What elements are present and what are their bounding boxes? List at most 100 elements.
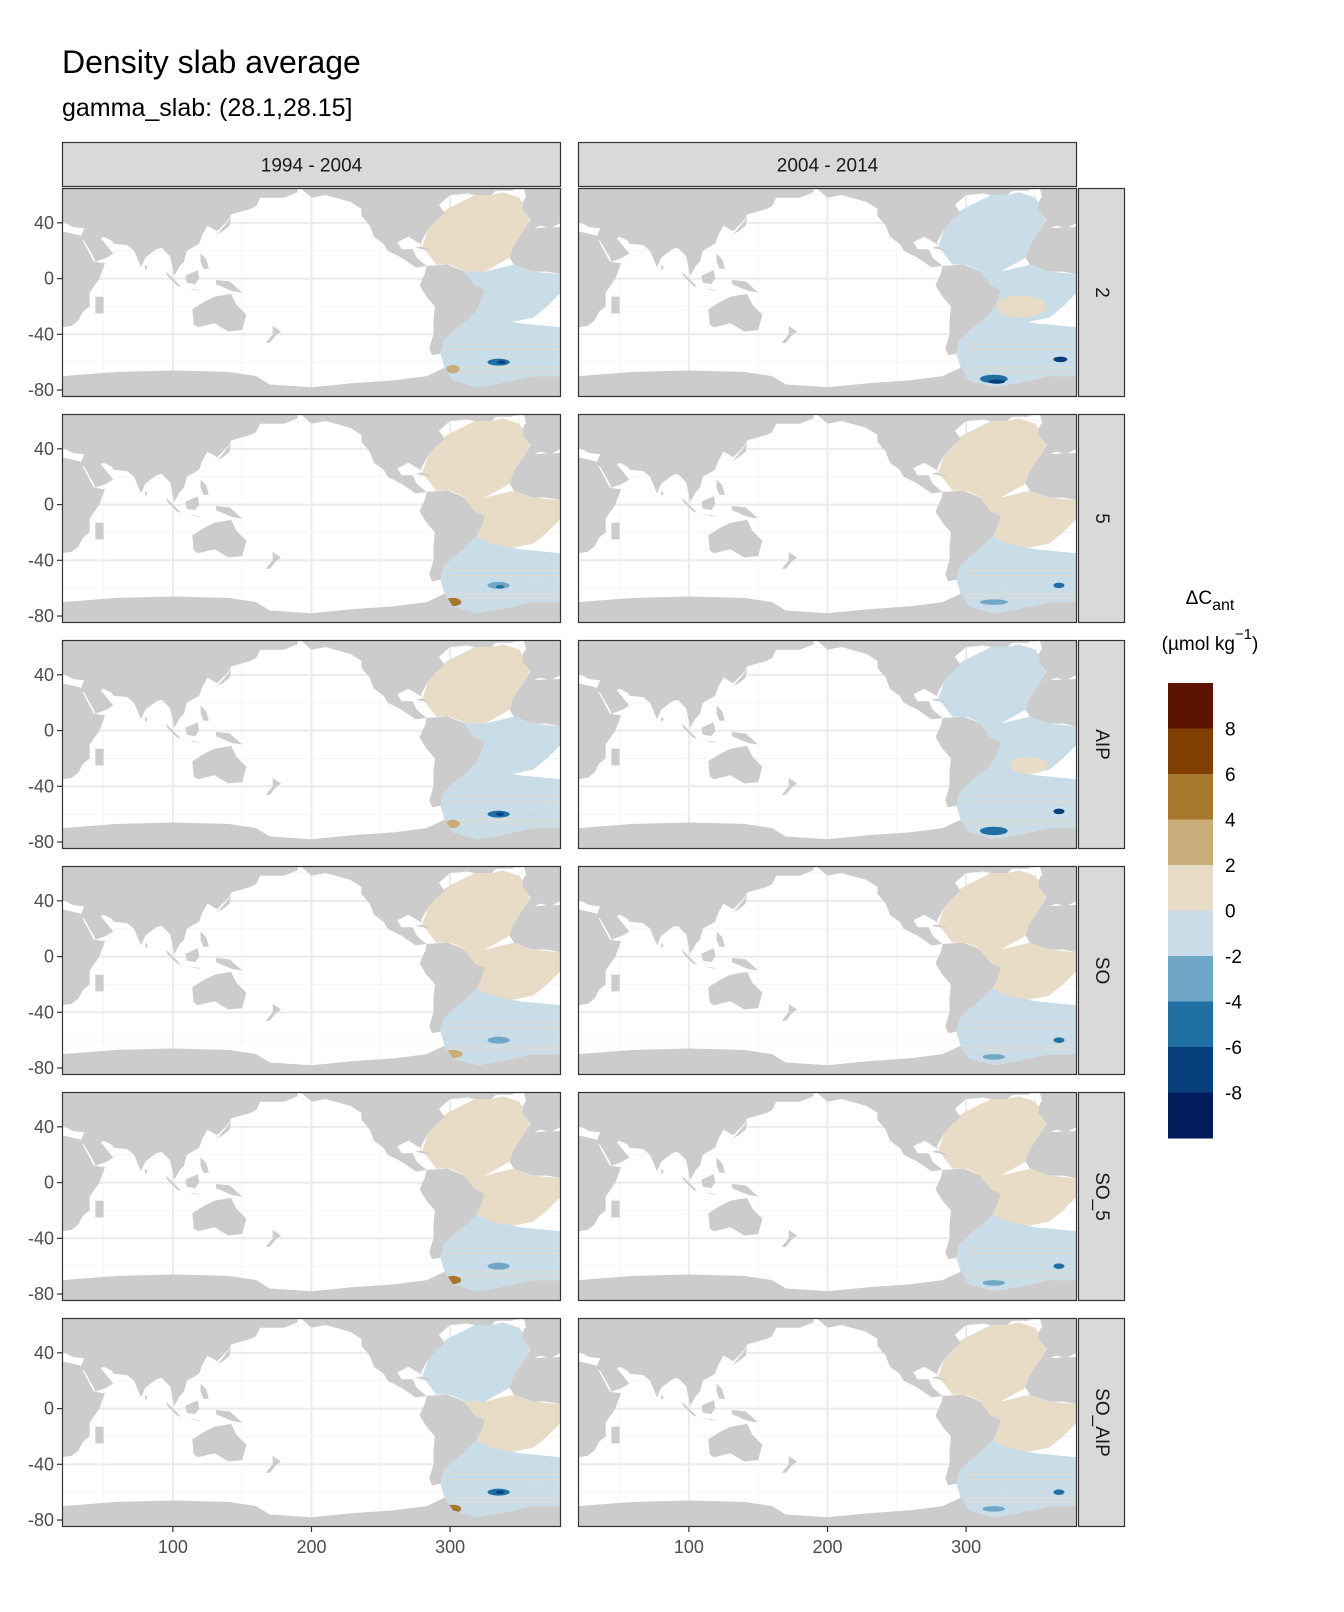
land-australia	[708, 745, 763, 784]
y-tick-label: -80	[28, 1284, 54, 1304]
legend-color-bin	[1168, 1092, 1213, 1139]
land-cuba	[931, 698, 947, 703]
land-kamchatka	[766, 647, 777, 660]
row-strip: 5	[1077, 413, 1126, 624]
land-greenland	[450, 1092, 499, 1099]
land-newzealand	[781, 1455, 797, 1473]
land-eurasia	[578, 640, 814, 728]
land-newguinea	[215, 506, 243, 519]
delta-cant-region	[426, 490, 561, 550]
land-sumatra	[166, 1175, 182, 1191]
column-strip-label: 1994 - 2004	[261, 156, 363, 177]
land-uk	[1038, 423, 1047, 435]
land-borneo	[185, 1174, 200, 1189]
chart-title: Density slab average	[62, 44, 361, 80]
panel-border	[61, 413, 562, 624]
land-newguinea	[215, 1410, 243, 1423]
land-japan	[730, 215, 748, 236]
land-australia	[708, 971, 763, 1010]
land-africaW	[509, 227, 561, 275]
land-sumatra	[166, 723, 182, 739]
delta-cant-patch	[1009, 757, 1048, 774]
land-indonesia	[697, 1190, 717, 1196]
map-panel: 40 0 -40 -80 100 200 300	[28, 1317, 562, 1557]
land-japan	[730, 667, 748, 688]
y-tick-label: 0	[44, 947, 54, 967]
land-philippines	[200, 1383, 209, 1399]
land-madagascar	[95, 1200, 104, 1218]
legend-break-label: -4	[1225, 993, 1242, 1014]
land-newzealand	[265, 1003, 281, 1021]
land-newzealand	[781, 777, 797, 795]
land-sumatra	[166, 949, 182, 965]
delta-cant-region	[938, 644, 1047, 724]
land-srilanka	[145, 264, 148, 271]
land-uk	[522, 197, 531, 209]
land-sumatra	[682, 1175, 698, 1191]
legend-break-label: -2	[1225, 947, 1242, 968]
delta-cant-region	[422, 1322, 531, 1402]
y-tick-label: -40	[28, 1228, 54, 1248]
delta-cant-spot	[1053, 1489, 1065, 1495]
color-legend: ΔCant (µmol kg−1) 8 6 4 2 0 -2 -4 -6 -8	[1162, 588, 1258, 1139]
legend-color-bin	[1168, 956, 1213, 1002]
land-northamerica	[816, 640, 1050, 720]
land-borneo	[185, 496, 200, 511]
land-antarctica	[578, 367, 1077, 397]
land-japan	[214, 215, 232, 236]
land-africaW	[1025, 227, 1077, 275]
land-africa	[62, 231, 105, 328]
chart-subtitle: gamma_slab: (28.1,28.15]	[62, 94, 352, 122]
land-antarctica	[62, 367, 561, 397]
land-srilanka	[661, 490, 664, 497]
map-panel: 40 0 -40 -80	[28, 187, 562, 400]
delta-cant-spot	[1053, 1263, 1065, 1269]
delta-cant-region	[938, 418, 1047, 498]
land-srilanka	[661, 942, 664, 949]
land-japan	[214, 1119, 232, 1140]
y-tick-label: -40	[28, 1454, 54, 1474]
delta-cant-region	[938, 1322, 1047, 1402]
land-madagascar	[611, 522, 620, 540]
land-eurasia	[62, 1318, 298, 1406]
panel-border	[577, 865, 1078, 1076]
delta-cant-region	[942, 490, 1077, 550]
y-tick-label: -80	[28, 606, 54, 626]
delta-cant-spot	[979, 826, 1008, 836]
row-strip: SO	[1077, 865, 1126, 1076]
land-southamerica	[935, 942, 1001, 1034]
land-newzealand	[265, 551, 281, 569]
delta-cant-region	[440, 1031, 561, 1066]
delta-cant-region	[440, 1214, 561, 1264]
delta-cant-spot	[1053, 582, 1065, 589]
land-indonesia	[181, 738, 201, 744]
delta-cant-region	[956, 762, 1077, 812]
land-antarctica	[62, 1497, 561, 1527]
land-greenland	[450, 1318, 499, 1325]
land-eurasia	[62, 866, 298, 954]
land-greenland	[966, 1318, 1015, 1325]
land-africaW	[509, 1357, 561, 1405]
land-antarctica	[578, 1045, 1077, 1075]
land-africaW	[509, 453, 561, 501]
land-africaW	[509, 905, 561, 953]
land-antarctica	[62, 593, 561, 623]
land-srilanka	[661, 264, 664, 271]
legend-color-bin	[1168, 910, 1213, 957]
delta-cant-region	[426, 1394, 561, 1454]
land-japan	[214, 667, 232, 688]
land-australia	[192, 519, 247, 558]
delta-cant-region	[426, 942, 561, 1002]
land-newzealand	[265, 777, 281, 795]
land-africaW	[1025, 453, 1077, 501]
land-cuba	[931, 472, 947, 477]
x-tick-label: 300	[435, 1537, 465, 1557]
land-newzealand	[781, 551, 797, 569]
y-tick-label: 0	[44, 721, 54, 741]
y-tick-label: 0	[44, 495, 54, 515]
map-panel: 40 0 -40 -80	[28, 413, 562, 626]
land-eurasia	[62, 1092, 298, 1180]
land-eurasia	[62, 640, 298, 728]
strip-background	[577, 141, 1078, 188]
